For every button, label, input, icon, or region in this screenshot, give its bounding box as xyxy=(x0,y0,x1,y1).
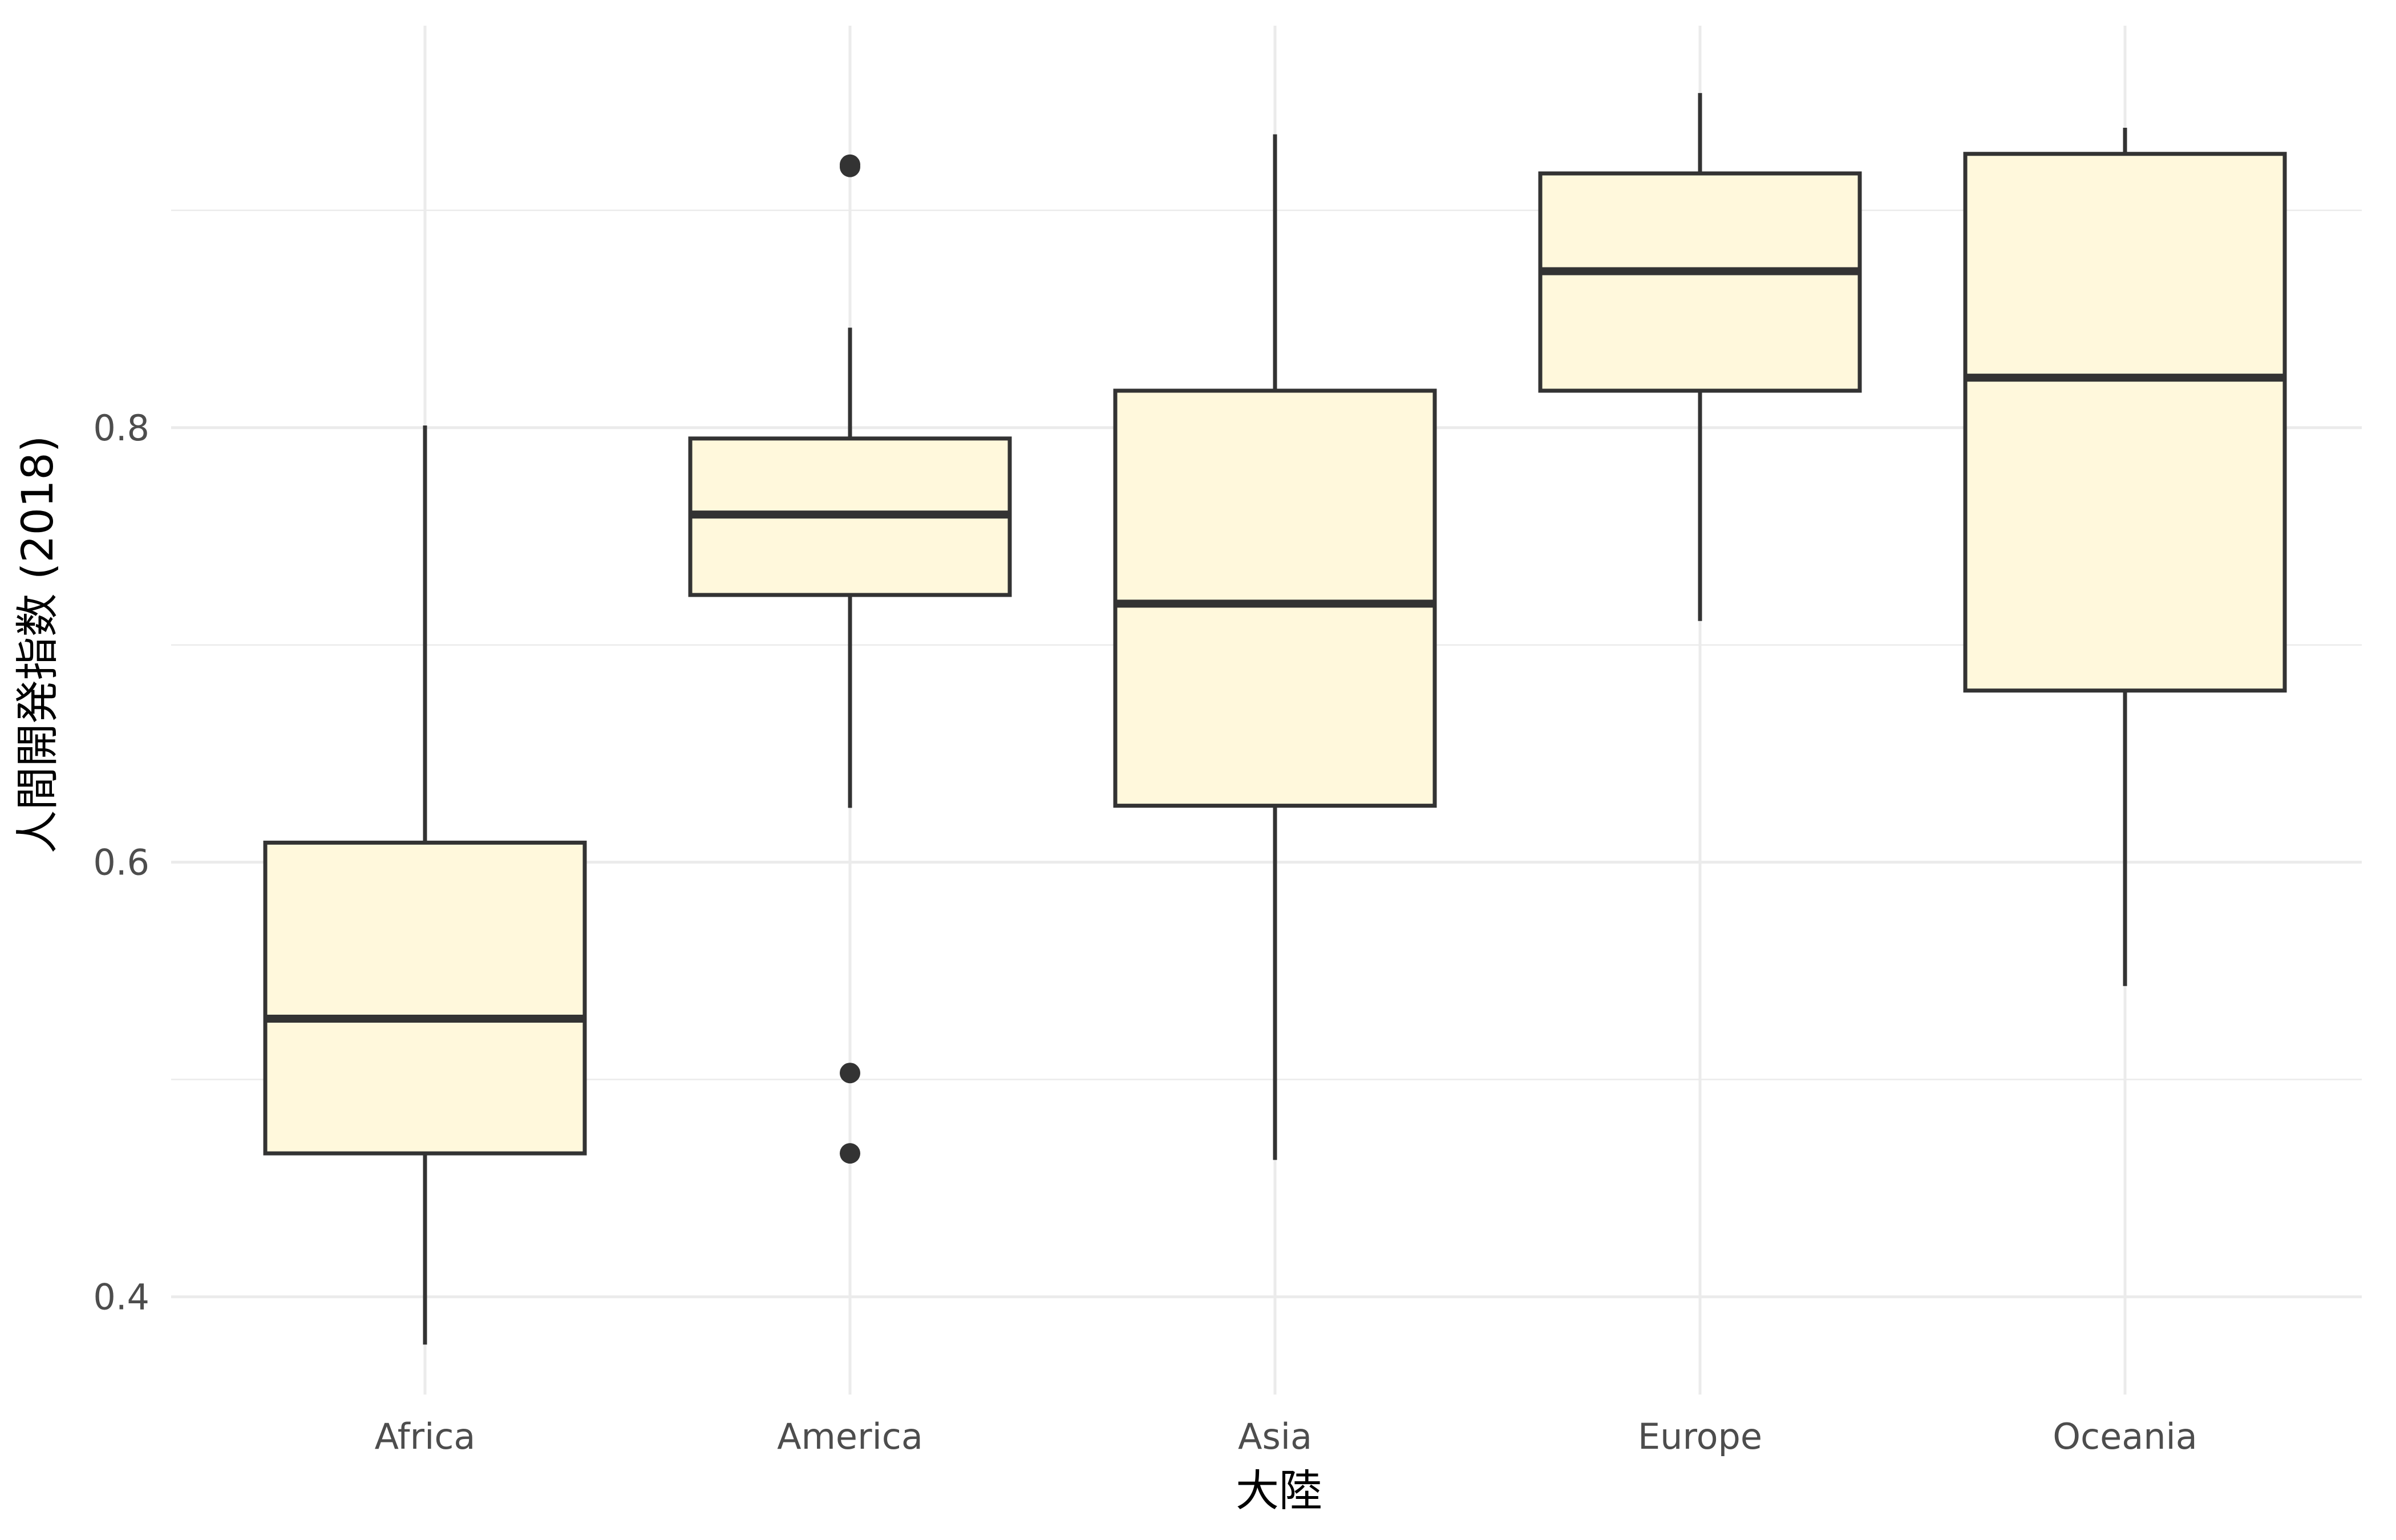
boxplot-boxes xyxy=(263,93,2287,1345)
interquartile-box xyxy=(263,840,587,1156)
box-oceania xyxy=(1963,128,2287,986)
y-tick-label: 0.8 xyxy=(93,407,149,449)
x-tick-label: America xyxy=(777,1416,923,1457)
y-tick-label: 0.6 xyxy=(93,842,149,884)
box-europe xyxy=(1538,93,1862,621)
y-tick-label: 0.4 xyxy=(93,1276,149,1318)
outlier-point xyxy=(840,1063,860,1084)
interquartile-box xyxy=(1113,388,1437,808)
x-tick-label: Africa xyxy=(375,1416,476,1457)
interquartile-box xyxy=(1963,152,2287,693)
x-tick-label: Europe xyxy=(1638,1416,1762,1457)
outlier-point xyxy=(840,1143,860,1164)
y-axis-title: 人間開発指数 (2018) xyxy=(12,436,63,854)
box-africa xyxy=(263,425,587,1345)
x-tick-label: Asia xyxy=(1238,1416,1312,1457)
x-axis-title: 大陸 xyxy=(1236,1465,1322,1516)
box-asia xyxy=(1113,134,1437,1160)
x-axis-tick-labels: Africa America Asia Europe Oceania xyxy=(375,1416,2197,1457)
interquartile-box xyxy=(1538,171,1862,393)
box-america xyxy=(688,154,1012,1164)
y-axis-tick-labels: 0.4 0.6 0.8 xyxy=(93,407,149,1318)
x-tick-label: Oceania xyxy=(2053,1416,2197,1457)
outlier-point xyxy=(840,156,860,177)
